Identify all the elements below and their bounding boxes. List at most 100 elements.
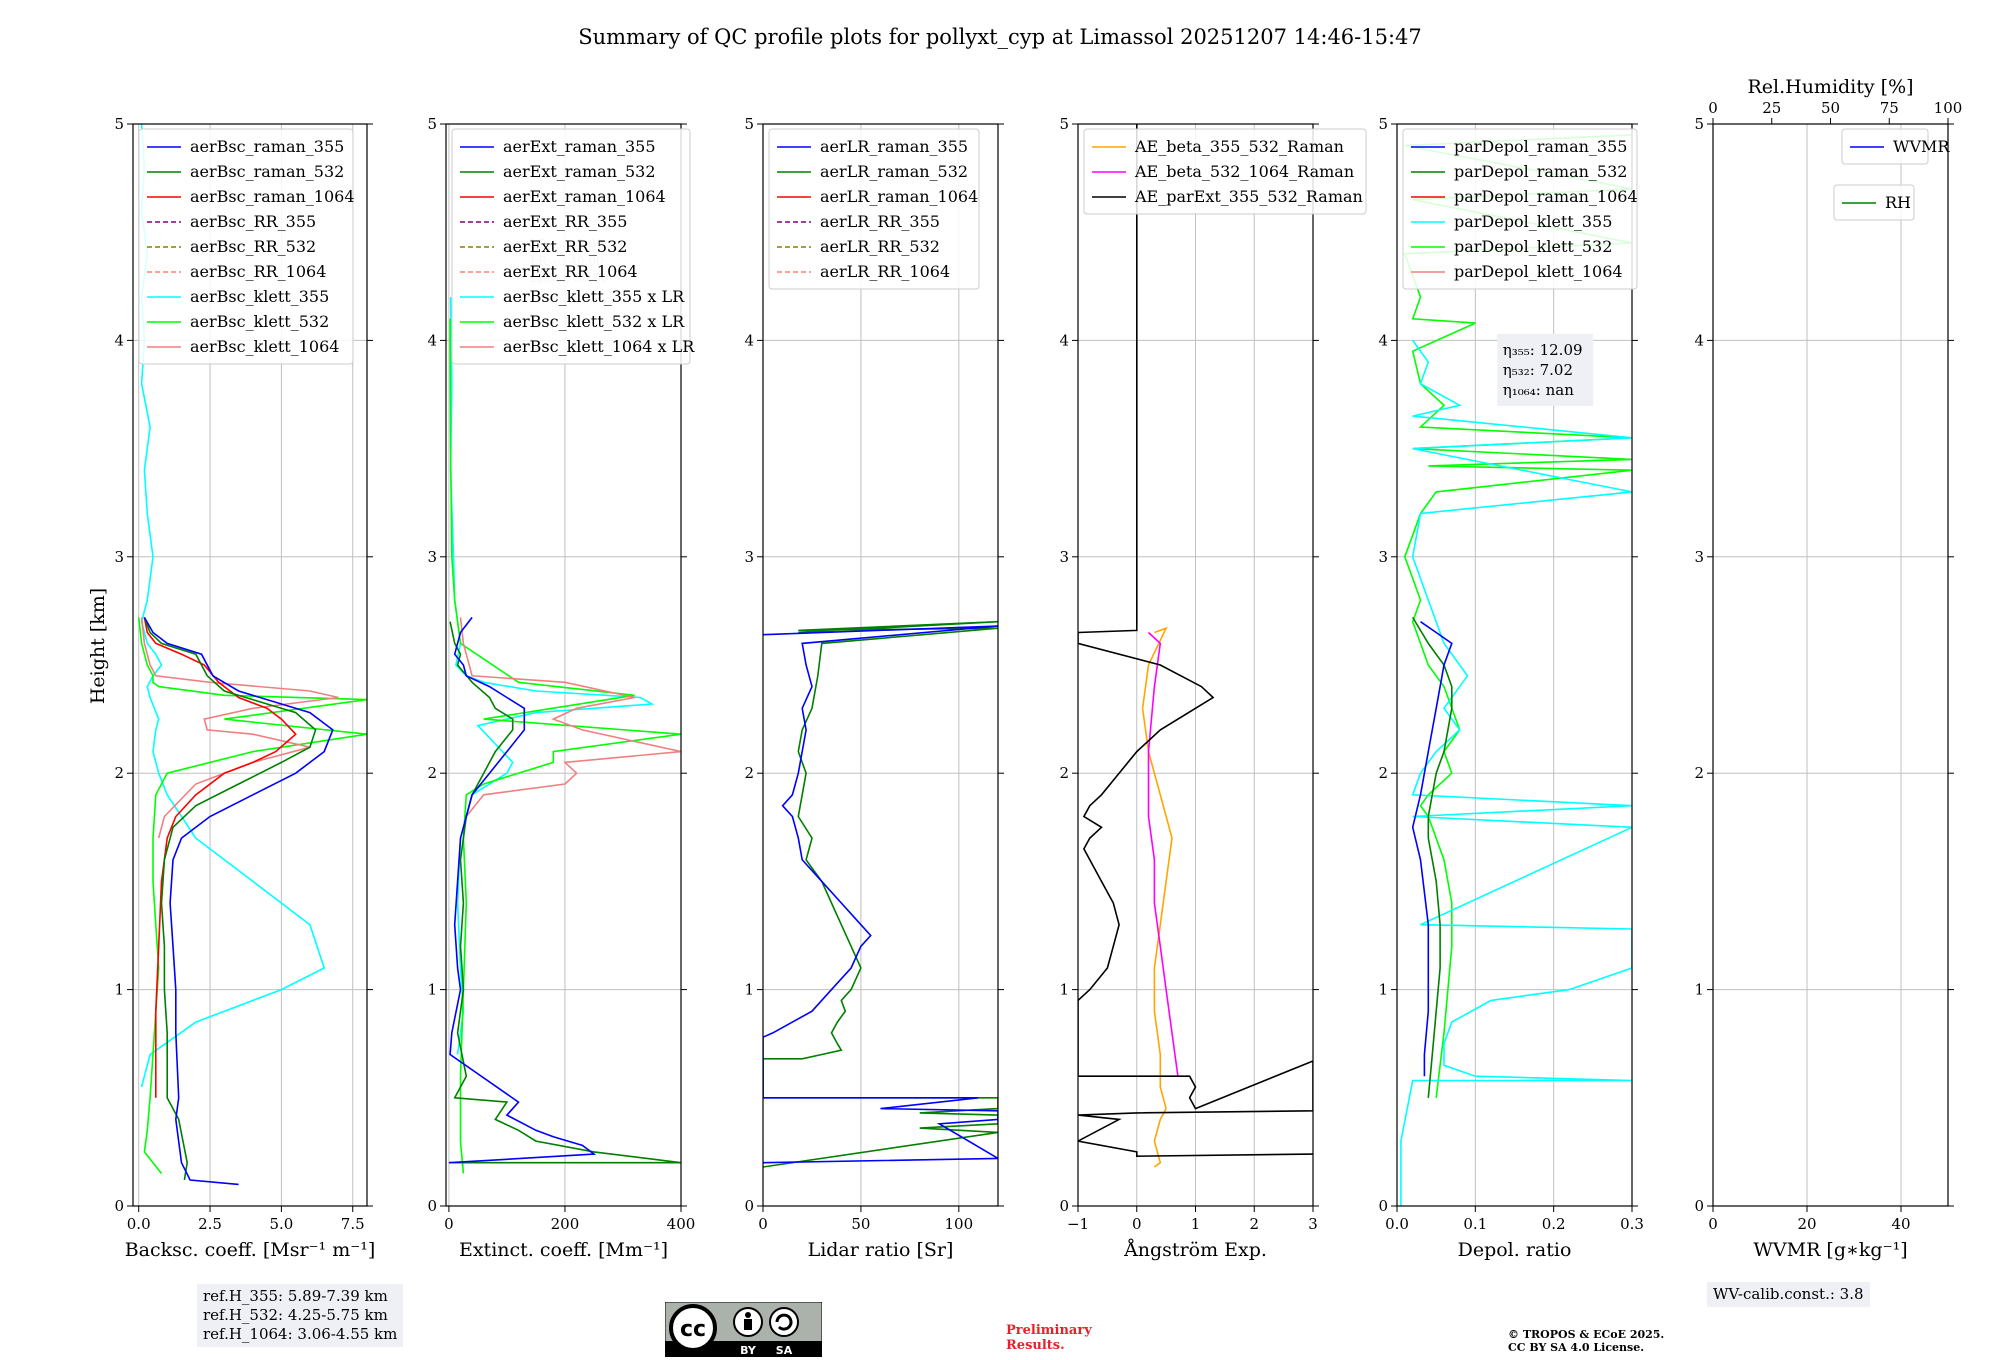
top-x-tick-label: 75: [1880, 99, 1899, 117]
series-AE_beta_532_1064_Raman: [1147, 631, 1179, 1077]
legend-label: parDepol_klett_1064: [1454, 262, 1623, 281]
x-tick-label: 0: [1708, 1215, 1718, 1233]
series-aerExt_raman_355: [448, 616, 597, 1164]
series-aerBsc_raman_355: [143, 617, 334, 1186]
axes-frame: [1712, 123, 1949, 1207]
legend-box: [768, 128, 980, 290]
y-tick-label: 0: [1694, 1197, 1704, 1215]
legend-box: [451, 128, 691, 365]
top-x-tick-label: 25: [1762, 99, 1781, 117]
wv-calib-text: WV-calib.const.: 3.8: [1713, 1285, 1864, 1303]
share-alike-icon: [769, 1307, 799, 1337]
y-axis-label: Height [km]: [87, 588, 109, 704]
series-aerBsc_klett_532 x LR: [449, 318, 681, 1174]
x-tick-label: 2.5: [198, 1215, 222, 1233]
legend-label: aerLR_raman_1064: [820, 187, 978, 206]
series-parDepol_klett_532: [1403, 134, 1632, 1098]
y-tick-label: 2: [744, 764, 754, 782]
legend-label: aerExt_raman_355: [503, 137, 656, 156]
copyright-line-1: © TROPOS & ECoE 2025.: [1508, 1328, 1665, 1341]
series-parDepol_raman_532: [1412, 616, 1453, 1098]
reference-height-box: ref.H_355: 5.89-7.39 km ref.H_532: 4.25-…: [197, 1284, 404, 1347]
x-tick-label: 50: [851, 1215, 870, 1233]
legend-label: aerLR_RR_1064: [820, 262, 950, 281]
series-aerExt_raman_532: [448, 621, 681, 1164]
legend-label: aerBsc_raman_532: [190, 162, 344, 181]
legend-label: aerExt_raman_1064: [503, 187, 666, 206]
eta-box: [1497, 333, 1594, 406]
top-x-tick-label: 50: [1821, 99, 1840, 117]
legend-label: aerBsc_RR_355: [190, 212, 316, 231]
cc-sa-label: SA: [776, 1344, 793, 1357]
x-axis-label: Ångström Exp.: [1123, 1239, 1267, 1261]
series-aerLR_raman_532: [763, 620, 998, 1168]
y-tick-label: 1: [1694, 981, 1704, 999]
legend-label: aerBsc_klett_1064: [190, 337, 339, 356]
y-tick-label: 3: [1378, 548, 1388, 566]
legend-box: [1402, 128, 1638, 290]
legend-box: [138, 128, 354, 365]
y-tick-label: 4: [114, 331, 124, 349]
series-aerBsc_raman_1064: [143, 617, 297, 1098]
y-tick-label: 0: [114, 1197, 124, 1215]
axes-frame: [445, 123, 682, 1207]
legend-label: aerBsc_raman_355: [190, 137, 344, 156]
series-parDepol_klett_355: [1400, 339, 1632, 1206]
y-tick-label: 5: [1378, 115, 1388, 133]
preliminary-note: Preliminary Results.: [1006, 1323, 1092, 1353]
preliminary-line-2: Results.: [1006, 1338, 1065, 1353]
eta-text-0: η₃₅₅: 12.09: [1503, 341, 1583, 359]
legend-label: aerBsc_klett_1064 x LR: [503, 337, 695, 356]
x-tick-label: 400: [667, 1215, 696, 1233]
series-aerBsc_raman_532: [143, 617, 317, 1181]
x-tick-label: 2: [1249, 1215, 1259, 1233]
y-tick-label: 1: [114, 981, 124, 999]
y-tick-label: 1: [1059, 981, 1069, 999]
y-tick-label: 1: [427, 981, 437, 999]
x-tick-label: 100: [945, 1215, 974, 1233]
legend-label: aerLR_raman_532: [820, 162, 968, 181]
legend-label: aerExt_RR_355: [503, 212, 627, 231]
y-tick-label: 3: [1694, 548, 1704, 566]
y-tick-label: 1: [1378, 981, 1388, 999]
y-tick-label: 0: [427, 1197, 437, 1215]
x-axis-label: Depol. ratio: [1458, 1239, 1572, 1261]
series-aerLR_raman_355: [763, 625, 998, 1164]
y-tick-label: 3: [1059, 548, 1069, 566]
y-tick-label: 5: [427, 115, 437, 133]
axes-frame: [1396, 123, 1633, 1207]
x-tick-label: 0.2: [1542, 1215, 1566, 1233]
y-tick-label: 5: [744, 115, 754, 133]
legend-box: [1083, 128, 1367, 215]
legend-label: AE_beta_355_532_Raman: [1134, 137, 1344, 156]
y-tick-label: 0: [744, 1197, 754, 1215]
x-axis-label: WVMR [g∗kg⁻¹]: [1753, 1239, 1907, 1261]
legend-label: RH: [1885, 193, 1911, 212]
legend-label: aerBsc_RR_1064: [190, 262, 326, 281]
y-tick-label: 4: [1378, 331, 1388, 349]
x-tick-label: 7.5: [341, 1215, 365, 1233]
top-x-tick-label: 0: [1708, 99, 1718, 117]
refh-355: ref.H_355: 5.89-7.39 km: [203, 1287, 388, 1305]
top-x-axis-label: Rel.Humidity [%]: [1747, 76, 1913, 98]
legend-label: AE_beta_532_1064_Raman: [1134, 162, 1354, 181]
x-tick-label: 200: [551, 1215, 580, 1233]
x-axis-label: Backsc. coeff. [Msr⁻¹ m⁻¹]: [125, 1239, 376, 1261]
x-tick-label: 0.0: [1385, 1215, 1409, 1233]
person-icon: [733, 1307, 763, 1337]
wv-calib-box: WV-calib.const.: 3.8: [1707, 1282, 1870, 1307]
series-AE_parExt_355_532_Raman: [1078, 124, 1313, 1158]
axes-frame: [762, 123, 999, 1207]
series-aerBsc_klett_532: [137, 617, 367, 1174]
legend-label: WVMR: [1893, 137, 1950, 156]
refh-532: ref.H_532: 4.25-5.75 km: [203, 1306, 388, 1324]
x-tick-label: 20: [1797, 1215, 1816, 1233]
legend-label: AE_parExt_355_532_Raman: [1134, 187, 1363, 206]
series-AE_beta_355_532_Raman: [1141, 626, 1173, 1168]
y-tick-label: 3: [744, 548, 754, 566]
x-tick-label: 5.0: [269, 1215, 293, 1233]
